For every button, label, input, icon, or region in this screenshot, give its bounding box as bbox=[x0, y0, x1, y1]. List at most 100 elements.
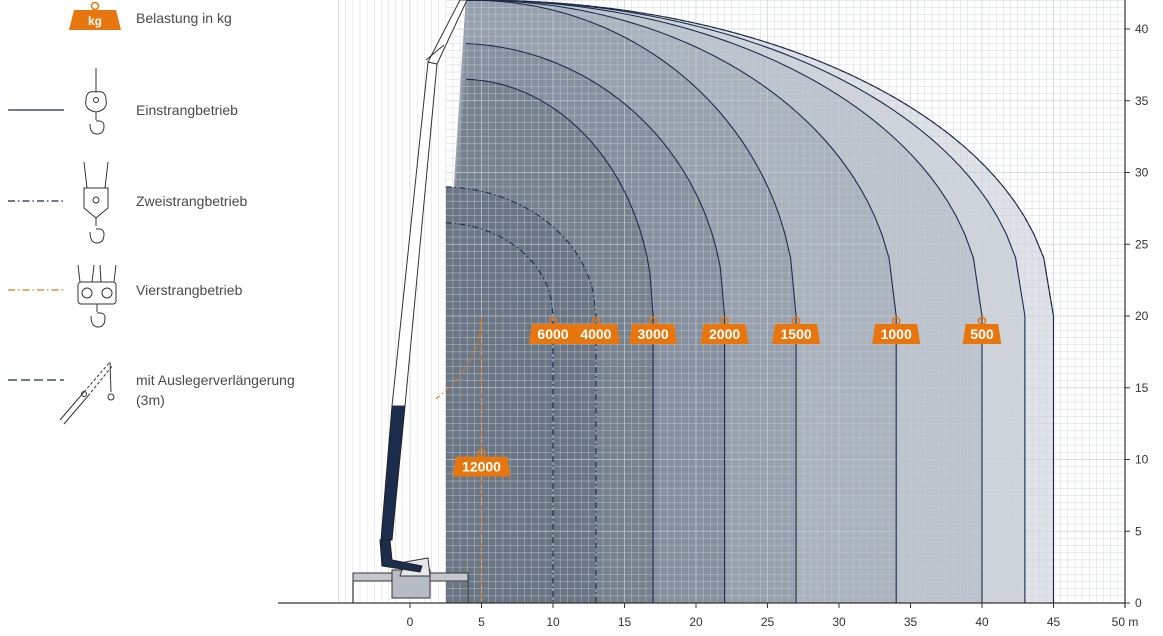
load-curve-1500 bbox=[465, 0, 797, 603]
weight-badge-shape bbox=[452, 456, 511, 477]
load-labels: 12000 6000 4000 3000 2000 1500 1000 500 bbox=[452, 316, 1002, 477]
boom-extension-icon bbox=[59, 361, 115, 425]
single-hook-icon bbox=[85, 68, 107, 135]
x-tick-label: 50 m bbox=[1112, 615, 1139, 629]
kg-badge-shape bbox=[69, 10, 121, 30]
kg-ring-icon bbox=[90, 1, 100, 11]
x-tick-label: 20 bbox=[689, 615, 703, 629]
load-label-badge: 2000 bbox=[700, 316, 749, 344]
y-tick-label: 5 bbox=[1135, 524, 1142, 538]
load-curve-3000 bbox=[465, 78, 654, 603]
extension-section bbox=[83, 361, 114, 397]
load-label-text: 3000 bbox=[638, 326, 669, 342]
crane-boom-tip bbox=[427, 0, 468, 65]
load-label-badge: 4000 bbox=[571, 316, 620, 344]
boom-joint bbox=[81, 391, 87, 397]
double-hook-icon bbox=[83, 161, 109, 244]
x-tick-label: 10 bbox=[546, 615, 560, 629]
y-tick-label: 20 bbox=[1135, 309, 1149, 323]
boom-section bbox=[59, 391, 89, 425]
load-label-text: 2000 bbox=[709, 326, 740, 342]
x-tick-label: 5 bbox=[478, 615, 485, 629]
load-curves bbox=[435, 0, 1055, 603]
load-label-badge: 1500 bbox=[772, 316, 821, 344]
hook-shape bbox=[89, 218, 105, 244]
hook-rope bbox=[83, 161, 88, 189]
hook-rope bbox=[104, 161, 109, 189]
y-tick-label: 30 bbox=[1135, 166, 1149, 180]
hook-rope bbox=[99, 264, 102, 283]
crane-boom bbox=[391, 61, 438, 407]
load-label-badge: 3000 bbox=[629, 316, 678, 344]
weight-badge-shape bbox=[872, 324, 921, 344]
y-tick-label: 40 bbox=[1135, 22, 1149, 36]
load-label-text: 1500 bbox=[781, 326, 812, 342]
weight-badge-shape bbox=[700, 324, 749, 344]
crane-turret bbox=[379, 539, 423, 573]
quad-hook-icon bbox=[77, 264, 117, 328]
kg-weight-icon: kg bbox=[69, 1, 121, 30]
load-curve-12000 bbox=[435, 315, 483, 603]
hook-rope bbox=[113, 264, 117, 283]
legend-single-label: Einstrangbetrieb bbox=[136, 102, 238, 118]
extension-rope bbox=[109, 361, 112, 393]
load-label-text: 4000 bbox=[580, 326, 611, 342]
load-label-text: 1000 bbox=[881, 326, 912, 342]
weight-badge-shape bbox=[962, 324, 1002, 344]
weight-badge-shape bbox=[772, 324, 821, 344]
y-tick-label: 35 bbox=[1135, 94, 1149, 108]
load-label-badge: 500 bbox=[962, 316, 1002, 344]
hook-block bbox=[83, 187, 109, 219]
extension-hook bbox=[107, 393, 115, 401]
x-tick-label: 35 bbox=[904, 615, 918, 629]
load-label-badge: 12000 bbox=[452, 449, 511, 477]
load-label-text: 500 bbox=[970, 326, 994, 342]
hook-block bbox=[85, 91, 107, 113]
crane-illustration bbox=[352, 0, 469, 603]
x-tick-label: 45 bbox=[1047, 615, 1061, 629]
load-label-text: 6000 bbox=[537, 326, 568, 342]
load-curve-2000 bbox=[465, 42, 726, 603]
crane-jib-line bbox=[425, 44, 445, 61]
load-zone-area bbox=[445, 222, 553, 604]
load-curve-6000 bbox=[445, 222, 554, 603]
legend-quad-label: Vierstrangbetrieb bbox=[136, 282, 243, 298]
y-tick-label: 25 bbox=[1135, 237, 1149, 251]
kg-badge-text: kg bbox=[88, 14, 102, 28]
hook-pulley bbox=[93, 97, 99, 103]
legend-extension-length: (3m) bbox=[136, 392, 165, 408]
chart-grid bbox=[338, 0, 1126, 604]
load-curve-1000 bbox=[465, 0, 897, 603]
y-tick-label: 10 bbox=[1135, 453, 1149, 467]
x-tick-label: 30 bbox=[832, 615, 846, 629]
x-tick-label: 40 bbox=[975, 615, 989, 629]
x-tick-label: 0 bbox=[407, 615, 414, 629]
legend-load-label: Belastung in kg bbox=[136, 10, 232, 26]
x-tick-label: 25 bbox=[761, 615, 775, 629]
hook-pulley bbox=[101, 287, 113, 299]
hook-block bbox=[77, 281, 117, 305]
legend-double-label: Zweistrangbetrieb bbox=[136, 193, 248, 209]
crane-boom-base bbox=[380, 405, 406, 541]
chart-axes: 0 5 10 15 20 25 30 35 40 45 50 m 0 5 10 15 20 25 30 35 40 bbox=[278, 0, 1149, 629]
load-curve-limit bbox=[465, 0, 1055, 603]
hook-pulley bbox=[81, 287, 93, 299]
weight-badge-shape bbox=[529, 324, 577, 344]
legend-icons: kg bbox=[8, 1, 121, 425]
hook-shape bbox=[90, 304, 106, 328]
load-curve-500 bbox=[465, 0, 983, 603]
load-label-badge: 6000 bbox=[529, 316, 577, 344]
x-tick-label: 15 bbox=[618, 615, 632, 629]
hook-rope bbox=[77, 264, 81, 283]
legend-extension-label: mit Auslegerverlängerung bbox=[136, 372, 295, 388]
hook-shape bbox=[89, 112, 105, 135]
hook-pulley bbox=[92, 196, 100, 204]
weight-badge-shape bbox=[571, 324, 620, 344]
y-tick-label: 0 bbox=[1135, 596, 1142, 610]
y-tick-label: 15 bbox=[1135, 381, 1149, 395]
weight-badge-shape bbox=[629, 324, 678, 344]
load-label-badge: 1000 bbox=[872, 316, 921, 344]
load-label-text: 12000 bbox=[462, 459, 501, 475]
hook-rope bbox=[91, 264, 95, 283]
